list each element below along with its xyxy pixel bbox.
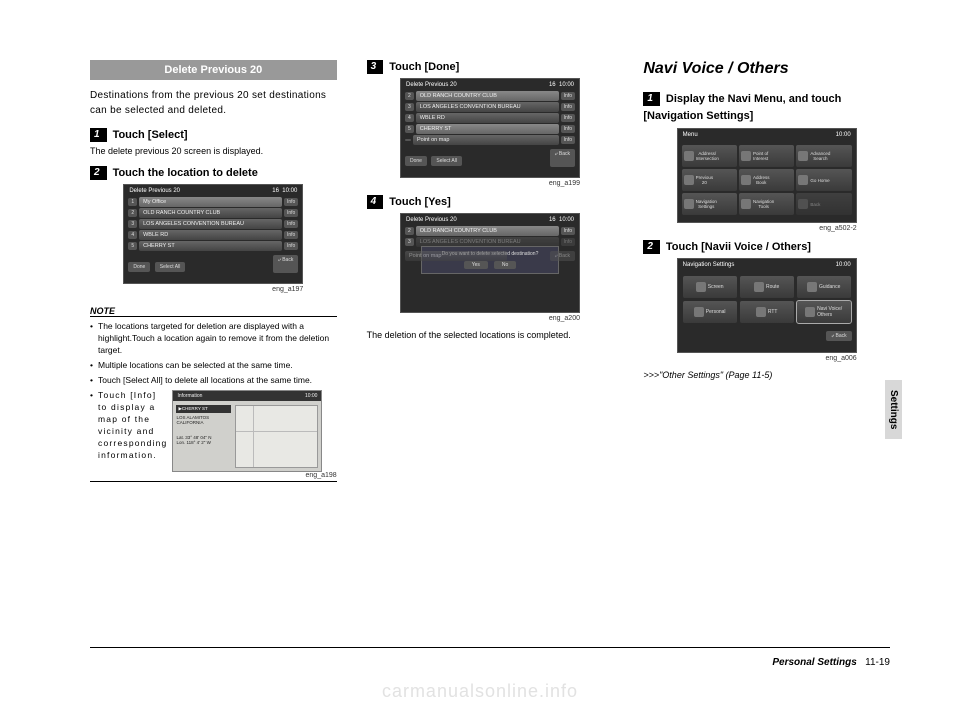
note-heading: NOTE: [90, 306, 337, 317]
c3-step-1: 1 Display the Navi Menu, and touch: [643, 92, 890, 106]
note-info-block: Touch [Info] to display a map of the vic…: [90, 390, 337, 472]
step-3: 3 Touch [Done]: [367, 60, 614, 74]
step-num-3: 3: [367, 60, 384, 74]
c3-step-1-line2: [Navigation Settings]: [643, 110, 890, 122]
c3-step-num-2: 2: [643, 240, 660, 254]
step-1: 1 Touch [Select]: [90, 128, 337, 142]
c3-step-num-1: 1: [643, 92, 660, 106]
step-2-text: Touch the location to delete: [113, 167, 258, 179]
column-2: 3 Touch [Done] Delete Previous 2016 10:0…: [367, 60, 614, 482]
information-map-screen: Information 10:00 ▶CHERRY ST LOS ALAMITO…: [172, 390, 322, 472]
step-2: 2 Touch the location to delete: [90, 166, 337, 180]
step-num-4: 4: [367, 195, 384, 209]
step-4: 4 Touch [Yes]: [367, 195, 614, 209]
caption-1: eng_a197: [123, 286, 303, 293]
c3-step-1-text: Display the Navi Menu, and touch: [666, 93, 841, 105]
note-item: Touch [Select All] to delete all locatio…: [90, 375, 337, 387]
caption-menu: eng_a502-2: [677, 225, 857, 232]
footer-label: Personal Settings: [772, 657, 856, 668]
ref-text: >>>"Other Settings" (Page 11-5): [643, 370, 890, 380]
note-item: Multiple locations can be selected at th…: [90, 360, 337, 372]
navi-menu-screen: Menu10:00Address/ IntersectionPoint of I…: [677, 128, 857, 223]
step-num-2: 2: [90, 166, 107, 180]
info-title: Information: [177, 393, 202, 399]
footer: Personal Settings 11-19: [772, 657, 890, 668]
column-1: Delete Previous 20 Destinations from the…: [90, 60, 337, 482]
step-1-sub: The delete previous 20 screen is display…: [90, 146, 337, 156]
footer-rule: [90, 647, 890, 648]
info-time: 10:00: [305, 393, 318, 399]
settings-tab: Settings: [885, 380, 902, 439]
navi-voice-title: Navi Voice / Others: [643, 60, 890, 78]
section-header: Delete Previous 20: [90, 60, 337, 80]
c3-step-2: 2 Touch [Navii Voice / Others]: [643, 240, 890, 254]
note-item: The locations targeted for deletion are …: [90, 321, 337, 357]
info-lon: Lon. 118° 4' 2" W: [176, 440, 231, 445]
info-loc: ▶CHERRY ST: [176, 405, 231, 413]
caption-nav: eng_a006: [677, 355, 857, 362]
note-info-text: Touch [Info] to display a map of the vic…: [90, 390, 168, 461]
c3-step-2-text: Touch [Navii Voice / Others]: [666, 241, 811, 253]
column-3: Navi Voice / Others 1 Display the Navi M…: [643, 60, 890, 482]
info-addr: LOS ALAMITOS CALIFORNIA: [176, 415, 231, 425]
info-map: [235, 405, 318, 468]
caption-3: eng_a200: [400, 315, 580, 322]
step-1-text: Touch [Select]: [113, 129, 188, 141]
delete-prev-20-screen-1: Delete Previous 2016 10:001My OfficeInfo…: [123, 184, 303, 284]
delete-prev-20-confirm-screen: Delete Previous 2016 10:00 2OLD RANCH CO…: [400, 213, 580, 313]
step-num-1: 1: [90, 128, 107, 142]
result-text: The deletion of the selected locations i…: [367, 330, 614, 340]
note-list: The locations targeted for deletion are …: [90, 321, 337, 386]
caption-info: eng_a198: [90, 472, 337, 482]
caption-2: eng_a199: [400, 180, 580, 187]
footer-page засоб: 11-19: [865, 657, 890, 668]
delete-prev-20-screen-2: Delete Previous 2016 10:002OLD RANCH COU…: [400, 78, 580, 178]
watermark: carmanualsonline.info: [0, 681, 960, 702]
navigation-settings-screen: Navigation Settings10:00ScreenRouteGuida…: [677, 258, 857, 353]
intro-text: Destinations from the previous 20 set de…: [90, 88, 337, 118]
step-4-text: Touch [Yes]: [389, 196, 451, 208]
step-3-text: Touch [Done]: [389, 61, 459, 73]
